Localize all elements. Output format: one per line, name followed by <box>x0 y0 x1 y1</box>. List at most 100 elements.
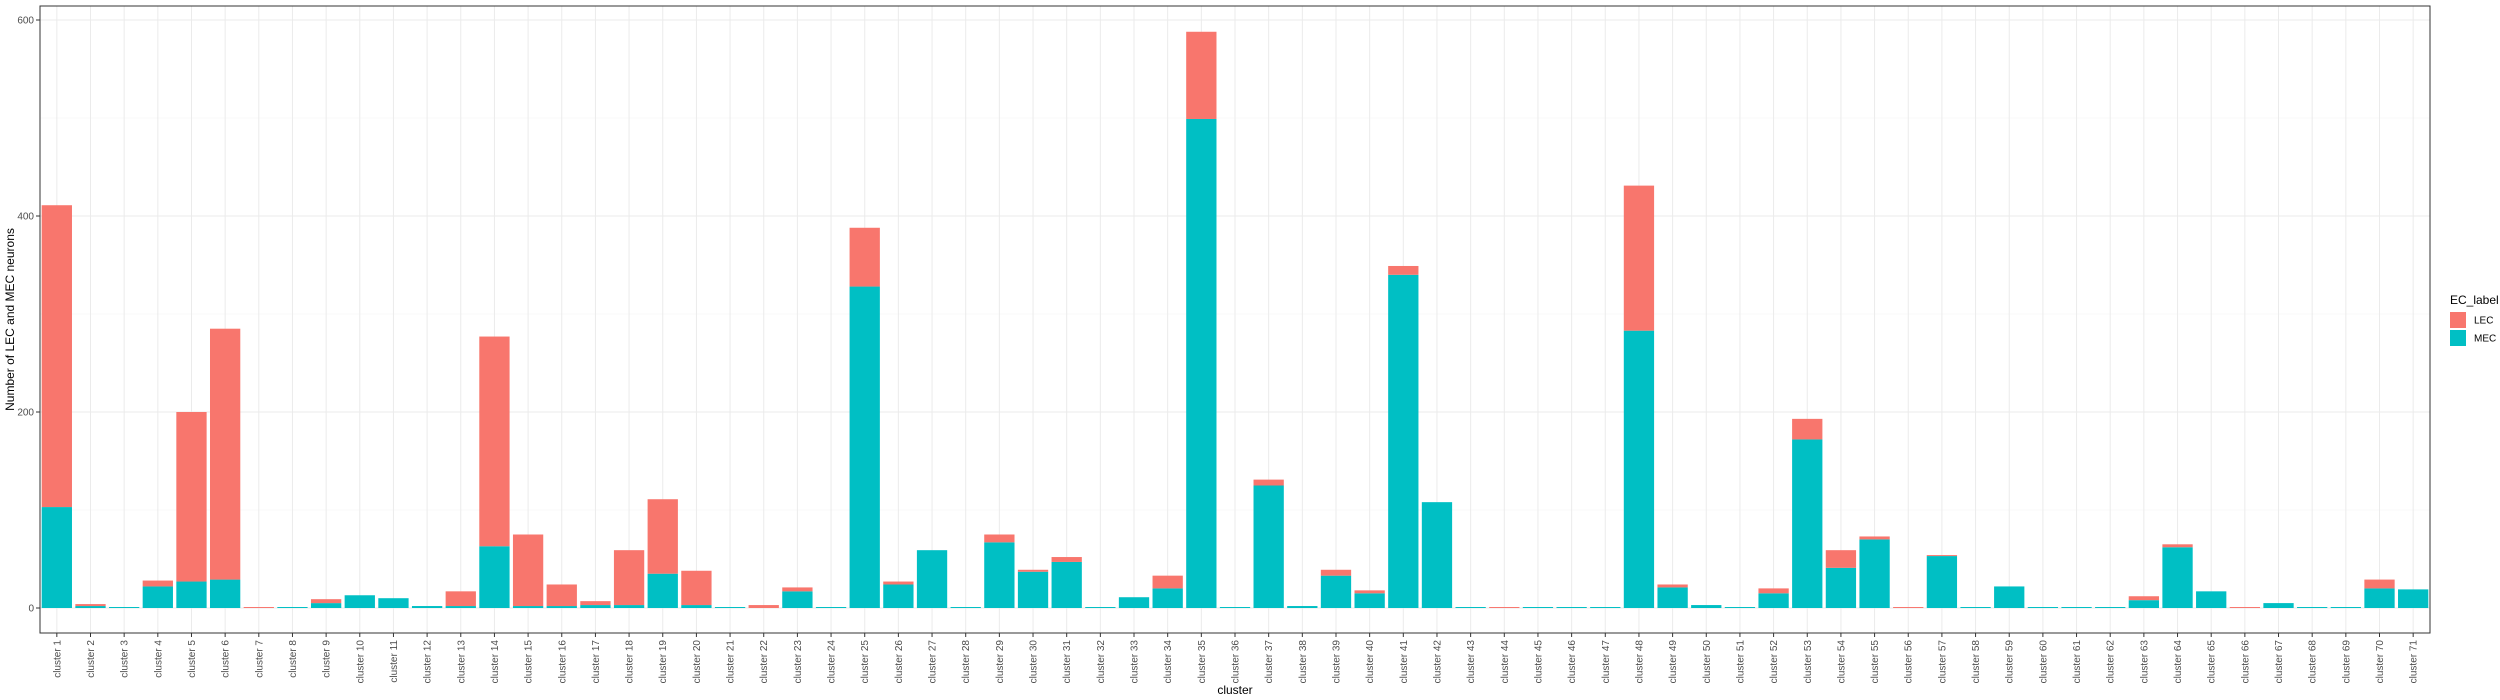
x-tick-label: cluster 32 <box>1096 640 1107 684</box>
bar-mec <box>916 550 948 608</box>
x-tick-label: cluster 5 <box>187 640 198 678</box>
x-tick-label: cluster 9 <box>322 640 333 678</box>
x-tick-label: cluster 66 <box>2240 640 2251 684</box>
bar-mec <box>1623 330 1655 608</box>
bar-mec <box>1825 567 1857 608</box>
bar-mec <box>1085 607 1116 608</box>
x-tick-label: cluster 38 <box>1298 640 1309 684</box>
bar-lec <box>1051 557 1082 562</box>
bar-mec <box>109 607 140 608</box>
bar-mec <box>1859 539 1890 608</box>
bar-lec <box>1825 550 1857 568</box>
bar-mec <box>1421 502 1453 608</box>
bar-lec <box>2364 579 2395 589</box>
x-tick-label: cluster 12 <box>423 640 434 684</box>
y-tick-label: 0 <box>28 604 34 615</box>
bar-lec <box>142 580 173 587</box>
x-tick-label: cluster 23 <box>793 640 804 684</box>
x-tick-label: cluster 8 <box>288 640 299 678</box>
x-tick-label: cluster 39 <box>1331 640 1342 684</box>
bar-lec <box>41 205 72 508</box>
bar-mec <box>849 286 880 608</box>
x-tick-label: cluster 55 <box>1870 640 1881 684</box>
x-tick-label: cluster 17 <box>591 640 602 684</box>
x-tick-label: cluster 27 <box>928 640 939 684</box>
bar-lec <box>546 584 577 607</box>
x-tick-label: cluster 18 <box>625 640 636 684</box>
bar-mec <box>681 605 712 608</box>
y-axis-title: Number of LEC and MEC neurons <box>3 228 17 411</box>
legend-key-lec <box>2450 312 2466 328</box>
bar-mec <box>1657 587 1688 608</box>
x-tick-label: cluster 3 <box>120 640 131 678</box>
x-tick-label: cluster 28 <box>961 640 972 684</box>
bar-mec <box>950 607 981 608</box>
x-tick-label: cluster 20 <box>692 640 703 684</box>
legend: EC_label LEC MEC <box>2450 293 2499 346</box>
bar-lec <box>2229 607 2261 608</box>
y-tick-label: 400 <box>17 212 34 223</box>
bar-lec <box>1859 536 1890 540</box>
bar-lec <box>1253 479 1284 486</box>
y-tick-label: 200 <box>17 408 34 419</box>
bar-lec <box>681 570 712 606</box>
bar-mec <box>378 598 409 608</box>
x-tick-label: cluster 36 <box>1231 640 1242 684</box>
bar-lec <box>1152 575 1183 589</box>
bar-mec <box>2061 607 2092 608</box>
bar-lec <box>512 534 544 607</box>
legend-key-mec <box>2450 330 2466 346</box>
x-tick-label: cluster 16 <box>557 640 568 684</box>
bar-lec <box>1354 590 1385 594</box>
x-axis: cluster 1 cluster 2 cluster 3 cluster 4 clus… <box>52 633 2420 684</box>
y-tick-label: 600 <box>17 16 34 27</box>
bar-mec <box>75 606 106 608</box>
x-tick-label: cluster 60 <box>2038 640 2049 684</box>
bar-mec <box>1691 605 1722 608</box>
x-tick-label: cluster 33 <box>1130 640 1141 684</box>
bar-mec <box>2398 589 2429 608</box>
x-axis-title: cluster <box>1217 683 1252 697</box>
x-tick-label: cluster 29 <box>995 640 1006 684</box>
x-tick-label: cluster 43 <box>1466 640 1477 684</box>
bar-lec <box>613 550 645 606</box>
bar-lec <box>1792 418 1823 440</box>
bar-mec <box>1320 575 1352 608</box>
bar-mec <box>984 542 1015 608</box>
bar-mec <box>344 595 375 608</box>
bar-mec <box>142 586 173 608</box>
bar-lec <box>984 534 1015 543</box>
x-tick-label: cluster 48 <box>1634 640 1645 684</box>
x-tick-label: cluster 67 <box>2274 640 2285 684</box>
bar-mec <box>277 607 308 608</box>
x-tick-label: cluster 51 <box>1735 640 1746 684</box>
x-tick-label: cluster 34 <box>1163 640 1174 684</box>
bar-mec <box>2297 607 2328 608</box>
bar-mec <box>479 546 510 608</box>
x-tick-label: cluster 7 <box>254 640 265 678</box>
x-tick-label: cluster 30 <box>1029 640 1040 684</box>
bar-mec <box>647 573 678 608</box>
x-tick-label: cluster 47 <box>1601 640 1612 684</box>
bar-mec <box>1186 118 1217 608</box>
x-tick-label: cluster 50 <box>1702 640 1713 684</box>
bar-lec <box>1320 569 1352 576</box>
x-tick-label: cluster 26 <box>894 640 905 684</box>
bar-mec <box>2263 603 2294 608</box>
x-tick-label: cluster 21 <box>726 640 737 684</box>
x-tick-label: cluster 46 <box>1567 640 1578 684</box>
x-tick-label: cluster 42 <box>1432 640 1443 684</box>
x-tick-label: cluster 45 <box>1533 640 1544 684</box>
bar-mec <box>1994 586 2025 608</box>
bar-mec <box>209 579 241 608</box>
bar-mec <box>1724 607 1756 608</box>
bar-lec <box>1926 555 1958 557</box>
x-tick-label: cluster 64 <box>2173 640 2184 684</box>
x-tick-label: cluster 24 <box>827 640 838 684</box>
x-tick-label: cluster 1 <box>52 640 63 678</box>
x-tick-label: cluster 31 <box>1062 640 1073 684</box>
bar-mec <box>1152 588 1183 608</box>
x-tick-label: cluster 59 <box>2005 640 2016 684</box>
bar-lec <box>782 587 813 592</box>
y-axis: 0 200 400 600 <box>17 16 40 615</box>
